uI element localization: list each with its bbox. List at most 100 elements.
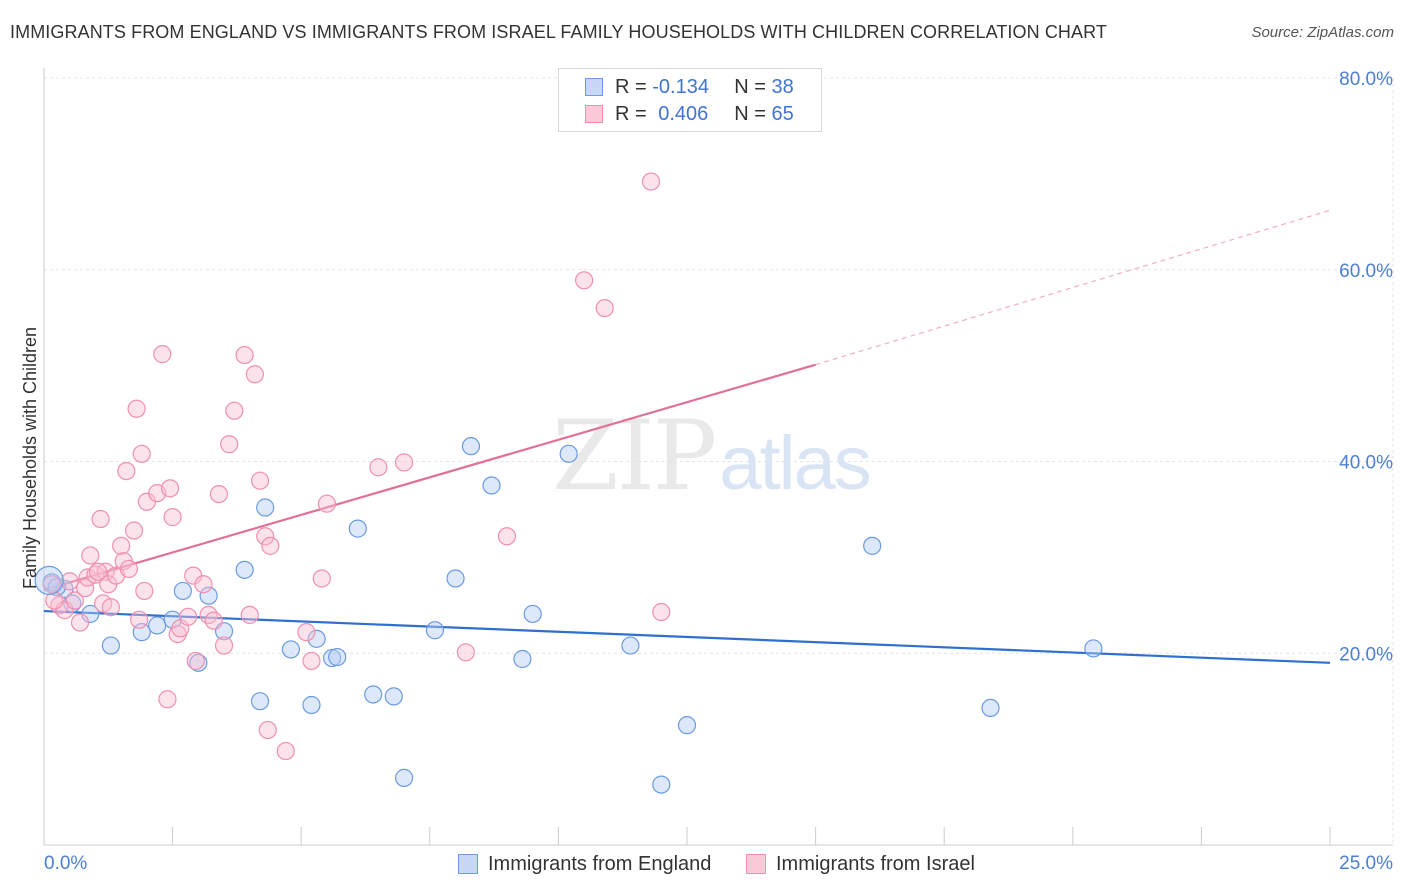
- england-point: [328, 647, 347, 667]
- stats-legend: R = -0.134 N = 38 R = 0.406 N = 65: [558, 68, 822, 132]
- israel-point: [45, 591, 64, 610]
- england-point: [307, 629, 326, 648]
- israel-point: [652, 602, 671, 622]
- israel-point: [456, 643, 475, 662]
- grid: [44, 77, 1394, 845]
- bottom-legend-israel: Immigrants from Israel: [746, 851, 975, 877]
- england-point: [652, 775, 671, 794]
- england-point: [173, 581, 192, 601]
- israel-point: [158, 690, 177, 709]
- israel-point: [595, 299, 614, 318]
- england-point: [101, 636, 120, 655]
- israel-point: [163, 508, 182, 527]
- israel-point: [261, 536, 280, 555]
- israel-point: [204, 611, 223, 630]
- england-point: [322, 648, 342, 668]
- legend-row-england: R = -0.134 N = 38: [585, 74, 794, 100]
- israel-point: [575, 271, 594, 290]
- england-point: [148, 616, 167, 635]
- bottom-israel-label: Immigrants from Israel: [776, 852, 975, 875]
- israel-point: [497, 527, 517, 546]
- israel-point: [199, 605, 218, 625]
- israel-point: [88, 562, 108, 581]
- england-point: [256, 498, 275, 517]
- chart-title: IMMIGRANTS FROM ENGLAND VS IMMIGRANTS FR…: [10, 22, 1108, 42]
- israel-point: [245, 365, 265, 384]
- england-n-label: N =: [734, 75, 772, 98]
- israel-point: [194, 575, 213, 594]
- england-point: [981, 698, 1000, 717]
- israel-r-label: R =: [615, 102, 653, 125]
- england-r-value: -0.134: [652, 75, 709, 98]
- israel-point: [60, 572, 79, 591]
- england-point: [394, 768, 414, 787]
- israel-point: [302, 651, 321, 671]
- israel-point: [209, 484, 228, 504]
- israel-point: [297, 623, 316, 642]
- israel-trend-extension: [815, 209, 1331, 366]
- england-trend-line: [43, 609, 1331, 664]
- israel-point: [130, 610, 149, 629]
- israel-point: [81, 546, 100, 565]
- israel-swatch: [585, 105, 603, 123]
- israel-point: [369, 458, 388, 477]
- england-n-value: 38: [771, 75, 794, 98]
- england-swatch: [585, 78, 603, 96]
- england-point: [513, 649, 532, 669]
- israel-point: [117, 461, 136, 481]
- england-point: [281, 640, 301, 659]
- y-axis-label: Family Households with Children: [20, 326, 40, 590]
- england-point: [302, 695, 321, 715]
- tick-labels: 20.0% 40.0% 60.0% 80.0% 0.0% 25.0%: [44, 69, 1393, 874]
- israel-point: [394, 453, 414, 472]
- israel-n-label: N =: [734, 102, 772, 125]
- axes: [43, 68, 1393, 846]
- england-point: [425, 621, 445, 640]
- israel-point: [240, 605, 259, 625]
- bottom-england-swatch: [458, 854, 478, 874]
- israel-point: [112, 536, 131, 555]
- israel-point: [124, 521, 144, 540]
- england-point: [677, 716, 697, 735]
- israel-point: [186, 651, 205, 671]
- england-point: [446, 569, 465, 588]
- israel-point: [220, 435, 239, 454]
- israel-point: [135, 581, 154, 601]
- israel-point: [86, 565, 105, 584]
- data-points: [34, 172, 1103, 794]
- england-point-large: [34, 565, 64, 595]
- israel-point: [256, 527, 275, 546]
- israel-point: [101, 598, 120, 617]
- watermark-atlas: atlas: [719, 421, 872, 506]
- israel-point: [641, 172, 661, 191]
- england-point: [863, 536, 882, 555]
- israel-r-value: 0.406: [658, 102, 709, 125]
- israel-point: [214, 636, 234, 655]
- source-label: Source: ZipAtlas.com: [1251, 24, 1394, 41]
- england-point: [621, 636, 640, 655]
- israel-point: [317, 494, 337, 513]
- israel-trend-line: [43, 363, 816, 592]
- israel-point: [65, 591, 84, 610]
- israel-point: [127, 399, 146, 418]
- england-point: [199, 586, 218, 605]
- israel-point: [225, 401, 244, 420]
- israel-point: [132, 444, 151, 463]
- watermark-zip: ZIP: [552, 400, 717, 512]
- israel-point: [276, 741, 295, 761]
- england-point: [250, 692, 270, 711]
- y-tick-label: 40.0%: [1339, 453, 1393, 474]
- bottom-england-label: Immigrants from England: [488, 852, 712, 875]
- england-point: [235, 560, 254, 579]
- legend-row-israel: R = 0.406 N = 65: [585, 101, 794, 127]
- israel-point: [178, 607, 198, 626]
- bottom-legend-england: Immigrants from England: [458, 851, 711, 877]
- england-point: [348, 519, 367, 538]
- israel-point: [70, 613, 90, 632]
- israel-n-value: 65: [771, 102, 794, 125]
- israel-point: [235, 345, 254, 365]
- israel-point: [91, 509, 110, 529]
- england-point: [364, 685, 383, 704]
- israel-point: [119, 559, 138, 578]
